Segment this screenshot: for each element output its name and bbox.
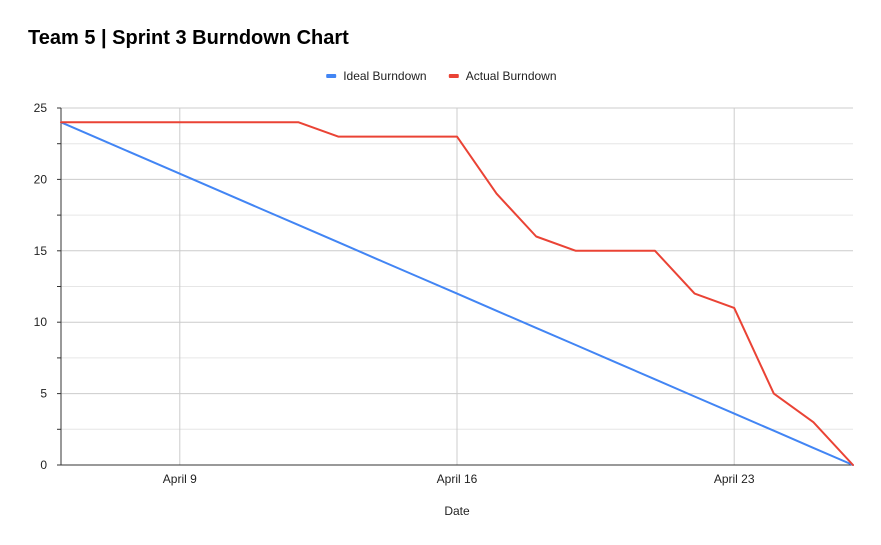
legend[interactable]: Ideal Burndown Actual Burndown bbox=[326, 69, 557, 83]
legend-item-actual[interactable]: Actual Burndown bbox=[448, 69, 557, 83]
legend-swatch bbox=[326, 74, 337, 78]
x-tick-label: April 23 bbox=[714, 472, 755, 486]
series-line-ideal[interactable] bbox=[60, 121, 854, 466]
x-tick-label: April 9 bbox=[163, 472, 197, 486]
series-line-actual[interactable] bbox=[60, 121, 854, 466]
series-layer bbox=[60, 121, 854, 466]
legend-label: Ideal Burndown bbox=[343, 69, 426, 83]
y-tick-label: 20 bbox=[34, 172, 48, 186]
legend-swatch bbox=[448, 74, 459, 78]
legend-item-ideal[interactable]: Ideal Burndown bbox=[326, 69, 427, 83]
y-tick-label: 25 bbox=[34, 101, 48, 115]
y-tick-label: 10 bbox=[34, 315, 48, 329]
y-tick-label: 0 bbox=[40, 458, 47, 472]
grid-layer bbox=[61, 107, 853, 465]
axis-layer: 0 5 10 15 20 25 April 9 April 16 April 23 bbox=[34, 101, 853, 486]
x-tick-label: April 16 bbox=[437, 472, 478, 486]
chart-title: Team 5 | Sprint 3 Burndown Chart bbox=[28, 27, 349, 49]
y-tick-label: 15 bbox=[34, 244, 48, 258]
y-tick-label: 5 bbox=[40, 387, 47, 401]
x-axis-title: Date bbox=[444, 504, 470, 518]
legend-label: Actual Burndown bbox=[466, 69, 557, 83]
